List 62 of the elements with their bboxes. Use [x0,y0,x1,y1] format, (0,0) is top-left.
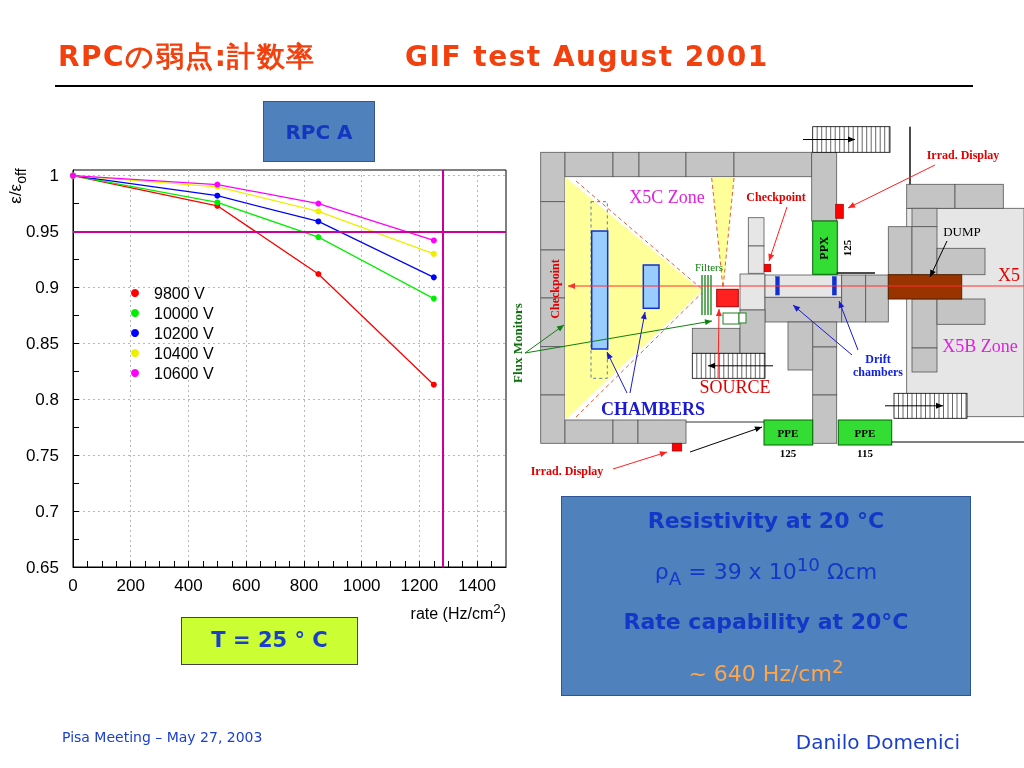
x-tick-label: 1000 [342,576,381,595]
text: PPE [777,426,799,440]
text: ~ 640 Hz/cm$^{2}$ [688,656,844,688]
x-tick-label: 400 [174,576,203,595]
text: Danilo Domenici [795,730,960,754]
text: Rate capability at 20°C [623,608,909,636]
text: Irrad. Display [530,464,604,479]
point [430,295,437,302]
x-tick-label: 1200 [400,576,439,595]
text: PPE [854,426,876,440]
text: Irrad. Display [926,148,1000,163]
text: GIF test August 2001 [405,40,769,74]
x-tick-label: 1400 [458,576,497,595]
text: DUMP [943,223,981,240]
point [315,208,322,215]
y-tick-label: 0.85 [25,333,59,353]
x-tick-label: 800 [289,576,319,595]
text: Drift chambers [852,351,904,380]
point [315,200,322,207]
text: CHAMBERS [600,399,706,420]
text: 125 [840,239,854,257]
text: PPX [817,236,832,260]
point [430,237,437,244]
y-tick-label: 0.8 [35,389,59,409]
text: X5C Zone [629,187,705,208]
point [315,234,322,241]
point [430,381,437,388]
y-tick-label: 0.7 [35,501,59,521]
text: X5 [998,265,1020,286]
x-tick-label: 0 [68,576,78,595]
legend-label: 10000 V [154,304,214,322]
y-tick-label: 0.65 [25,557,59,577]
text: Flux Monitors [510,303,526,383]
text: Filters [694,260,724,274]
point [214,192,221,199]
legend-label: 10200 V [154,324,214,342]
text: ρ$_{A}$ = 39 x 10$^{10}$ Ωcm [654,554,878,590]
text: T = 25 ° C [211,628,328,654]
x-tick-label: 200 [116,576,145,595]
legend-label: 10600 V [154,364,214,382]
y-tick-label: 0.9 [35,277,59,297]
point [315,271,322,277]
x-tick-label: 600 [232,576,261,595]
text: Checkpoint [548,259,563,319]
legend-label: 10400 V [154,344,214,362]
x-axis-title: rate (Hz/cm$^{2}$) [410,601,506,624]
point [430,250,437,257]
text: SOURCE [699,377,771,398]
y-tick-label: 1 [49,166,59,186]
text: 115 [857,446,873,460]
y-tick-label: 0.75 [25,445,59,465]
y-tick-label: 0.95 [25,222,59,242]
chart-title: RPCの弱点:計数率 [58,40,316,74]
legend-label: 9800 V [154,284,206,302]
point [315,218,322,225]
text: Pisa Meeting – May 27, 2003 [62,728,263,746]
text: 125 [779,446,797,460]
point [430,274,437,281]
text: X5B Zone [942,336,1018,357]
text: Resistivity at 20 °C [647,507,885,535]
text: RPC A [285,119,353,144]
text: Checkpoint [746,190,806,205]
